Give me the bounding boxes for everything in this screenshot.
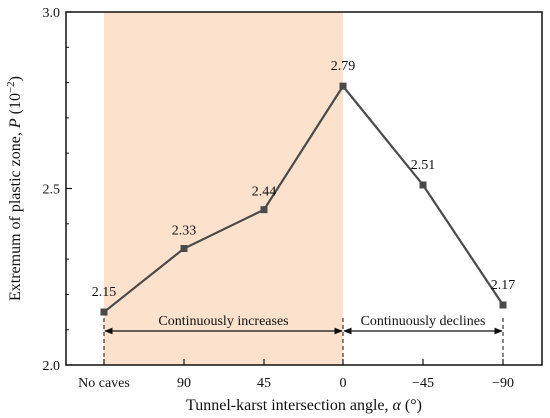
data-label: 2.44 bbox=[252, 185, 277, 200]
data-point bbox=[419, 181, 427, 189]
series-line bbox=[103, 84, 504, 313]
x-tick-label: 45 bbox=[257, 376, 271, 391]
y-axis-title-unit-base: (10 bbox=[7, 93, 24, 118]
y-axis-title-main: Extremum of plastic zone, bbox=[7, 128, 24, 301]
annotation-label: Continuously increases bbox=[158, 314, 288, 329]
x-tick-label: No caves bbox=[78, 376, 130, 391]
x-tick-label: 90 bbox=[177, 376, 191, 391]
x-axis-title-symbol: α bbox=[393, 397, 402, 414]
y-tick-label: 3.0 bbox=[43, 6, 61, 21]
x-axis-title-unit: (°) bbox=[401, 397, 422, 414]
data-label: 2.15 bbox=[92, 285, 117, 300]
shaded-region bbox=[104, 12, 343, 365]
y-axis-title-symbol: P bbox=[7, 118, 24, 129]
x-tick-label: −45 bbox=[412, 376, 434, 391]
data-label: 2.33 bbox=[172, 224, 197, 239]
data-point bbox=[499, 301, 507, 309]
x-axis-title: Tunnel-karst intersection angle, α (°) bbox=[186, 397, 422, 414]
data-point bbox=[339, 82, 347, 90]
data-point bbox=[180, 245, 188, 253]
data-label: 2.51 bbox=[411, 158, 436, 173]
y-tick-label: 2.5 bbox=[43, 183, 61, 198]
x-axis-title-main: Tunnel-karst intersection angle, bbox=[186, 397, 392, 414]
y-axis-title-unit-close: ) bbox=[7, 76, 24, 81]
data-label: 2.17 bbox=[491, 278, 516, 293]
annotation-label: Continuously declines bbox=[361, 314, 486, 329]
y-axis-title: Extremum of plastic zone, P (10−2) bbox=[5, 76, 24, 301]
x-tick-label: 0 bbox=[340, 376, 347, 391]
y-tick-label: 2.0 bbox=[43, 359, 61, 374]
data-point bbox=[260, 206, 268, 214]
data-label: 2.79 bbox=[331, 59, 356, 74]
y-axis-title-unit-exp: −2 bbox=[5, 81, 17, 93]
x-tick-label: −90 bbox=[492, 376, 514, 391]
data-point bbox=[100, 308, 108, 316]
